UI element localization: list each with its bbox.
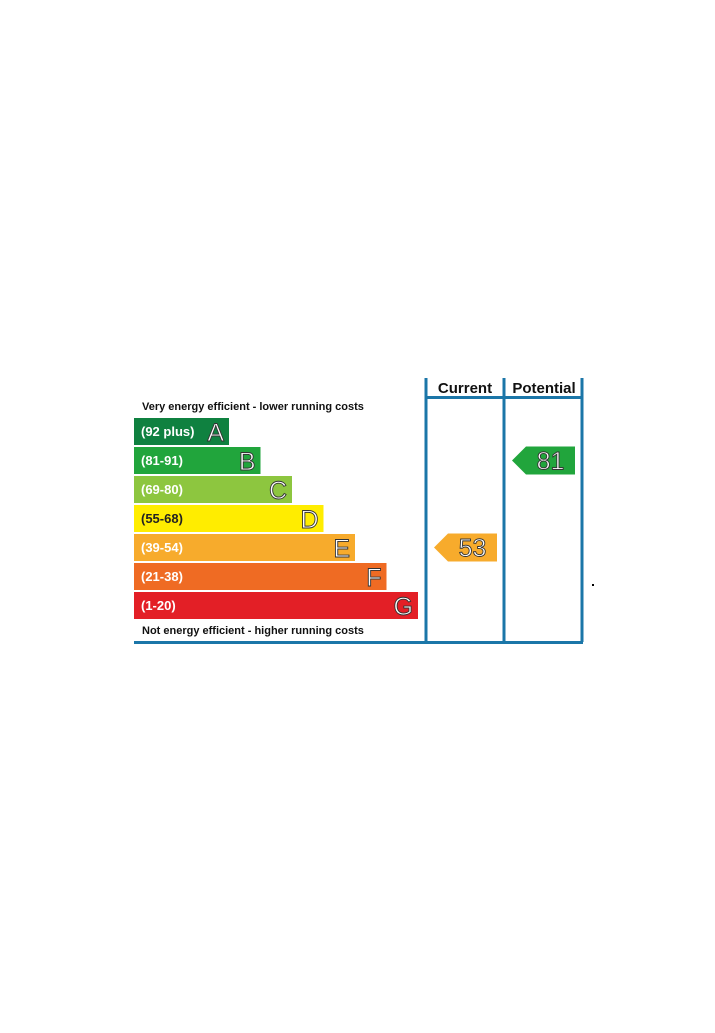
rating-band-e: (39-54) E	[134, 534, 355, 563]
band-range-label: (39-54)	[141, 540, 183, 555]
bottom-caption: Not energy efficient - higher running co…	[142, 625, 364, 637]
band-bar-d	[134, 505, 324, 532]
rating-band-d: (55-68) D	[134, 505, 324, 534]
current-arrow-shape	[434, 533, 497, 562]
rating-band-b: (81-91) B	[134, 447, 261, 476]
band-letter-g: G	[394, 593, 413, 621]
current-rating-arrow: 53	[434, 533, 497, 563]
band-letter-b: B	[239, 448, 256, 476]
potential-rating-arrow: 81	[512, 446, 575, 476]
band-bar-e	[134, 534, 355, 561]
band-range-label: (69-80)	[141, 482, 183, 497]
band-bar-g	[134, 592, 418, 619]
band-letter-d: D	[300, 506, 318, 534]
rating-band-c: (69-80) C	[134, 476, 292, 505]
band-letter-f: F	[366, 564, 381, 592]
band-range-label: (21-38)	[141, 569, 183, 584]
band-range-label: (81-91)	[141, 453, 183, 468]
band-bar-b	[134, 447, 261, 474]
rating-arrows: 53 81	[434, 446, 575, 563]
rating-bands: (92 plus) A(81-91) B(69-80) C(55-68) D(39-54…	[134, 418, 418, 621]
chart-frame	[134, 378, 584, 644]
band-bar-c	[134, 476, 292, 503]
band-bar-f	[134, 563, 387, 590]
band-bar-a	[134, 418, 229, 445]
rating-band-f: (21-38) F	[134, 563, 387, 592]
band-letter-e: E	[333, 535, 350, 563]
top-caption: Very energy efficient - lower running co…	[142, 401, 364, 413]
band-range-label: (1-20)	[141, 598, 176, 613]
current-rating-value: 53	[459, 535, 487, 563]
band-range-label: (92 plus)	[141, 424, 194, 439]
band-range-label: (55-68)	[141, 511, 183, 526]
potential-column-header: Potential	[512, 380, 575, 397]
potential-arrow-shape	[512, 446, 575, 475]
band-letter-c: C	[269, 477, 287, 505]
band-letter-a: A	[207, 419, 224, 447]
rating-band-g: (1-20) G	[134, 592, 418, 621]
potential-rating-value: 81	[537, 448, 565, 476]
current-column-header: Current	[438, 380, 492, 397]
stray-dot	[592, 584, 594, 586]
rating-band-a: (92 plus) A	[134, 418, 229, 447]
